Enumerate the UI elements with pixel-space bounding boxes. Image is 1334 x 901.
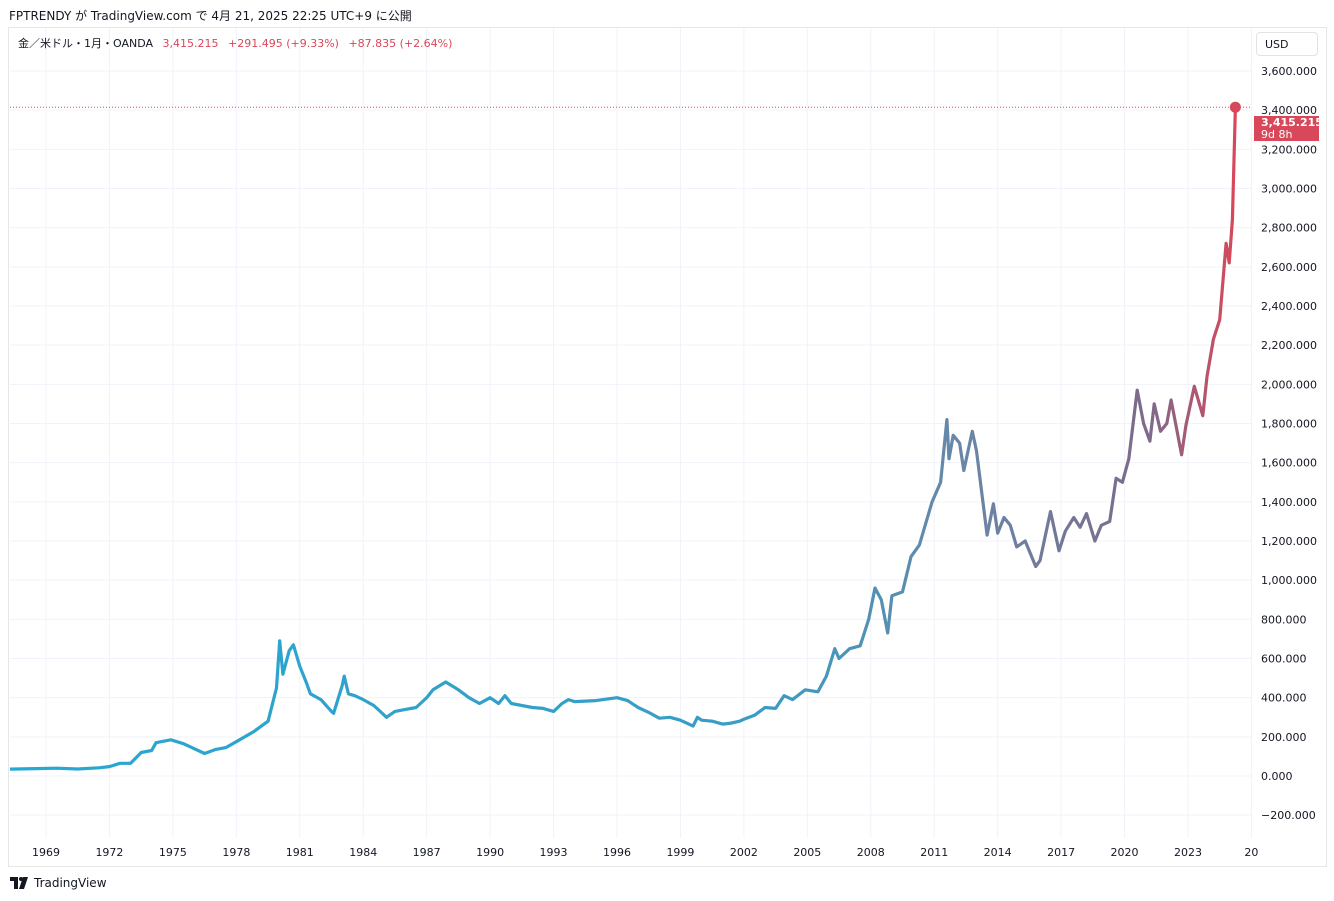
x-tick-label: 1984 <box>349 846 377 859</box>
y-tick-label: 1,400.000 <box>1261 496 1317 509</box>
y-tick-label: 2,600.000 <box>1261 261 1317 274</box>
x-tick-label: 1969 <box>32 846 60 859</box>
y-tick-label: 3,200.000 <box>1261 143 1317 156</box>
y-tick-label: 600.000 <box>1261 653 1307 666</box>
x-tick-label: 20 <box>1244 846 1258 859</box>
price-line <box>9 107 1237 771</box>
x-tick-label: 2014 <box>984 846 1012 859</box>
x-tick-label: 2008 <box>857 846 885 859</box>
y-tick-label: 1,600.000 <box>1261 457 1317 470</box>
x-tick-label: 1990 <box>476 846 504 859</box>
last-price: 3,415.215 <box>162 37 219 50</box>
chart-frame <box>8 27 1327 867</box>
last-price-label: 3,415.215 9d 8h <box>1254 116 1323 141</box>
tradingview-logo[interactable]: TradingView <box>10 876 107 890</box>
brand-name: TradingView <box>34 876 107 890</box>
x-tick-label: 2023 <box>1174 846 1202 859</box>
x-tick-label: 1981 <box>286 846 314 859</box>
x-tick-label: 1978 <box>222 846 250 859</box>
y-tick-label: 1,000.000 <box>1261 574 1317 587</box>
x-tick-label: 2005 <box>793 846 821 859</box>
change-period: +291.495 (+9.33%) <box>228 37 339 50</box>
y-tick-label: 200.000 <box>1261 731 1307 744</box>
y-tick-label: 3,600.000 <box>1261 65 1317 78</box>
symbol-legend[interactable]: 金／米ドル・1月・OANDA 3,415.215 +291.495 (+9.33… <box>18 35 452 51</box>
y-tick-label: 2,400.000 <box>1261 300 1317 313</box>
x-tick-label: 1993 <box>540 846 568 859</box>
x-tick-label: 2011 <box>920 846 948 859</box>
y-tick-label: 3,000.000 <box>1261 183 1317 196</box>
last-price-dot <box>1229 101 1241 113</box>
symbol-name: 金／米ドル・1月・OANDA <box>18 37 154 50</box>
currency-button[interactable]: USD <box>1256 32 1318 56</box>
change-bar: +87.835 (+2.64%) <box>348 37 453 50</box>
x-tick-label: 2017 <box>1047 846 1075 859</box>
y-tick-label: 2,000.000 <box>1261 378 1317 391</box>
x-tick-label: 1987 <box>413 846 441 859</box>
y-tick-label: 800.000 <box>1261 613 1307 626</box>
bar-countdown: 9d 8h <box>1261 127 1293 141</box>
y-tick-label: −200.000 <box>1261 809 1316 822</box>
y-tick-label: 400.000 <box>1261 692 1307 705</box>
last-price-value: 3,415.215 <box>1261 116 1323 129</box>
x-tick-label: 1999 <box>666 846 694 859</box>
x-tick-label: 2020 <box>1111 846 1139 859</box>
published-caption: FPTRENDY が TradingView.com で 4月 21, 2025… <box>9 9 412 23</box>
y-tick-label: 3,400.000 <box>1261 104 1317 117</box>
x-tick-label: 1975 <box>159 846 187 859</box>
x-tick-label: 2002 <box>730 846 758 859</box>
y-tick-label: 2,800.000 <box>1261 222 1317 235</box>
y-tick-label: 1,200.000 <box>1261 535 1317 548</box>
tradingview-logo-icon <box>10 877 28 889</box>
x-tick-label: 1972 <box>95 846 123 859</box>
y-tick-label: 1,800.000 <box>1261 418 1317 431</box>
y-tick-label: 2,200.000 <box>1261 339 1317 352</box>
x-tick-label: 1996 <box>603 846 631 859</box>
y-tick-label: 0.000 <box>1261 770 1293 783</box>
